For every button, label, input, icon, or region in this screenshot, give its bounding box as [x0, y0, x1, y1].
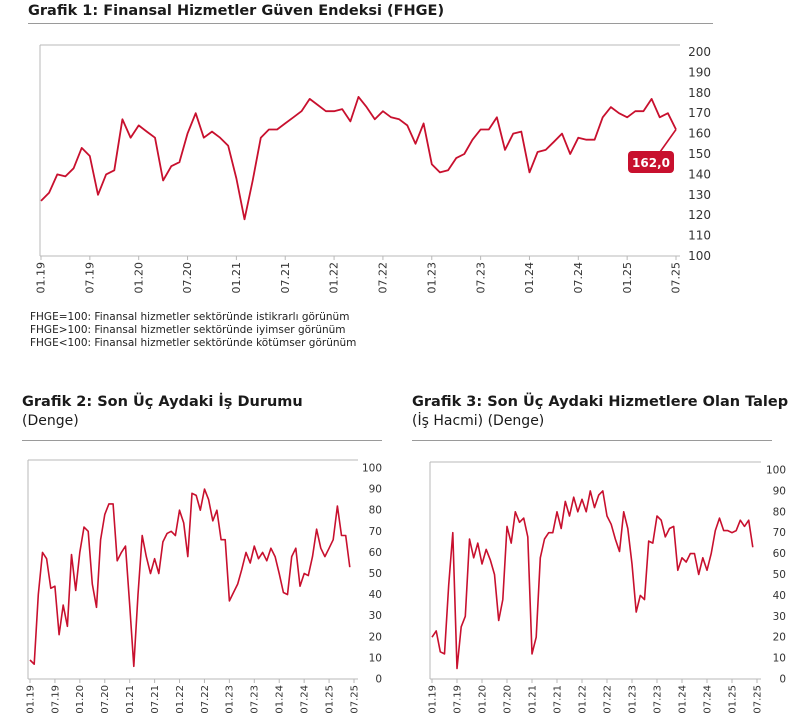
chart1-x-tick-label: 01.24	[523, 262, 536, 294]
chart3-y-tick-label: 0	[779, 674, 786, 686]
chart3-x-tick-label: 07.23	[652, 685, 663, 714]
chart1-note-below: FHGE<100: Finansal hizmetler sektöründe …	[30, 337, 357, 349]
chart1-x-tick-label: 01.23	[425, 262, 438, 294]
chart3-x-tick-label: 07.19	[452, 685, 463, 714]
chart1-y-tick-label: 190	[688, 65, 711, 79]
chart1-block: Grafik 1: Finansal Hizmetler Güven Endek…	[0, 0, 800, 360]
chart2-block: Grafik 2: Son Üç Aydaki İş Durumu (Denge…	[22, 394, 382, 441]
chart2-y-tick-label: 20	[369, 631, 382, 643]
chart3-y-tick-label: 90	[773, 485, 786, 497]
chart3-y-tick-label: 30	[773, 611, 786, 623]
chart3-y-tick-label: 70	[773, 527, 786, 539]
chart3-x-tick-label: 01.20	[477, 685, 488, 714]
chart2-x-tick-label: 01.25	[324, 685, 335, 714]
chart1-notes: FHGE=100: Finansal hizmetler sektöründe …	[30, 311, 356, 350]
chart2-x-tick-label: 07.21	[150, 685, 161, 714]
chart2-x-tick-label: 01.22	[175, 685, 186, 714]
chart2-x-tick-label: 01.24	[275, 685, 286, 714]
chart2-subtitle: (Denge)	[22, 413, 79, 429]
chart2-y-tick-label: 10	[369, 652, 382, 664]
chart1-note-above: FHGE>100: Finansal hizmetler sektöründe …	[30, 324, 346, 336]
chart3-x-tick-label: 07.24	[702, 685, 713, 714]
chart3-x-tick-label: 01.23	[627, 685, 638, 714]
chart1-x-tick-label: 07.22	[377, 262, 390, 294]
chart2-x-tick-label: 01.19	[25, 685, 36, 714]
chart2-y-tick-label: 60	[369, 547, 382, 559]
chart1-x-tick-label: 01.21	[230, 262, 243, 294]
chart3-title: Grafik 3: Son Üç Aydaki Hizmetlere Olan …	[412, 394, 789, 410]
chart1-y-tick-label: 140	[688, 167, 711, 181]
chart2-y-tick-label: 0	[375, 674, 382, 686]
chart2-x-tick-label: 07.24	[299, 685, 310, 714]
chart3-x-tick-label: 07.20	[502, 685, 513, 714]
chart1-x-tick-label: 01.20	[132, 262, 145, 294]
chart1-y-tick-label: 170	[688, 106, 711, 120]
chart1-x-tick-label: 07.19	[84, 262, 97, 294]
chart3-y-tick-label: 10	[773, 653, 786, 665]
chart1-title-rule	[28, 23, 713, 24]
chart3-x-tick-label: 07.22	[602, 685, 613, 714]
chart3-y-tick-label: 100	[766, 465, 786, 477]
chart3-y-tick-label: 50	[773, 569, 786, 581]
chart2-x-tick-label: 07.19	[50, 685, 61, 714]
chart1-title: Grafik 1: Finansal Hizmetler Güven Endek…	[28, 3, 445, 19]
chart2-y-tick-label: 50	[369, 568, 382, 580]
chart1-y-tick-label: 130	[688, 188, 711, 202]
chart2-x-tick-label: 07.20	[100, 685, 111, 714]
chart3-y-tick-label: 60	[773, 548, 786, 560]
chart3-x-tick-label: 07.25	[752, 685, 763, 714]
chart2-x-tick-label: 07.22	[200, 685, 211, 714]
chart1-x-tick-label: 01.19	[35, 262, 48, 294]
chart3-subtitle: (İş Hacmi) (Denge)	[412, 413, 545, 429]
chart1-plot: 100 110 120 130 140 150 160 170 180 190 200 01.19 07…	[35, 44, 711, 294]
chart3-x-tick-label: 01.24	[677, 685, 688, 714]
chart2-plot: 0 10 20 30 40 50 60 70 80 90 100 01.19 07.19 01.20 07.…	[25, 459, 382, 714]
chart1-last-value-badge	[628, 151, 674, 173]
chart2-title-rule	[22, 440, 382, 441]
chart3-x-tick-label: 01.22	[577, 685, 588, 714]
chart1-y-tick-label: 110	[688, 229, 711, 243]
chart1-x-tick-label: 01.25	[621, 262, 634, 294]
chart1-y-tick-label: 200	[688, 45, 711, 59]
chart3-title-rule	[412, 440, 772, 441]
chart1-y-tick-label: 160	[688, 127, 711, 141]
chart1-note-equal: FHGE=100: Finansal hizmetler sektöründe …	[30, 311, 350, 323]
chart3-x-tick-label: 01.21	[527, 685, 538, 714]
chart1-y-tick-label: 120	[688, 208, 711, 222]
chart2-y-tick-label: 70	[369, 526, 382, 538]
chart2-x-tick-label: 01.20	[75, 685, 86, 714]
chart1-x-tick-label: 01.22	[328, 262, 341, 294]
chart2-x-tick-label: 01.21	[125, 685, 136, 714]
chart2-x-tick-label: 07.23	[250, 685, 261, 714]
chart2-y-tick-label: 100	[362, 463, 382, 475]
chart1-y-tick-label: 100	[688, 249, 711, 263]
chart3-y-tick-label: 40	[773, 590, 786, 602]
chart1-x-tick-label: 07.25	[670, 262, 683, 294]
chart3-series-line	[431, 490, 754, 670]
chart2-y-tick-label: 30	[369, 610, 382, 622]
chart3-x-tick-label: 01.25	[727, 685, 738, 714]
chart3-x-tick-label: 07.21	[552, 685, 563, 714]
chart1-last-value-label: 162,0	[632, 156, 670, 170]
chart1-y-tick-label: 180	[688, 86, 711, 100]
chart2-y-tick-label: 90	[369, 484, 382, 496]
chart2-title: Grafik 2: Son Üç Aydaki İş Durumu	[22, 394, 303, 410]
chart2-x-tick-label: 01.23	[225, 685, 236, 714]
chart1-series-line	[40, 96, 677, 221]
chart1-x-tick-label: 07.20	[181, 262, 194, 294]
chart1-x-tick-label: 07.24	[572, 262, 585, 294]
chart2-series-line	[29, 488, 351, 668]
chart1-x-tick-label: 07.23	[474, 262, 487, 294]
chart1-y-tick-label: 150	[688, 147, 711, 161]
chart3-y-tick-label: 20	[773, 632, 786, 644]
chart2-y-tick-label: 40	[369, 589, 382, 601]
chart1-last-value-leader	[659, 129, 677, 153]
chart2-x-tick-label: 07.25	[349, 685, 360, 714]
chart3-y-tick-label: 80	[773, 506, 786, 518]
chart3-x-tick-label: 01.19	[427, 685, 438, 714]
chart2-y-tick-label: 80	[369, 505, 382, 517]
chart1-x-tick-label: 07.21	[279, 262, 292, 294]
